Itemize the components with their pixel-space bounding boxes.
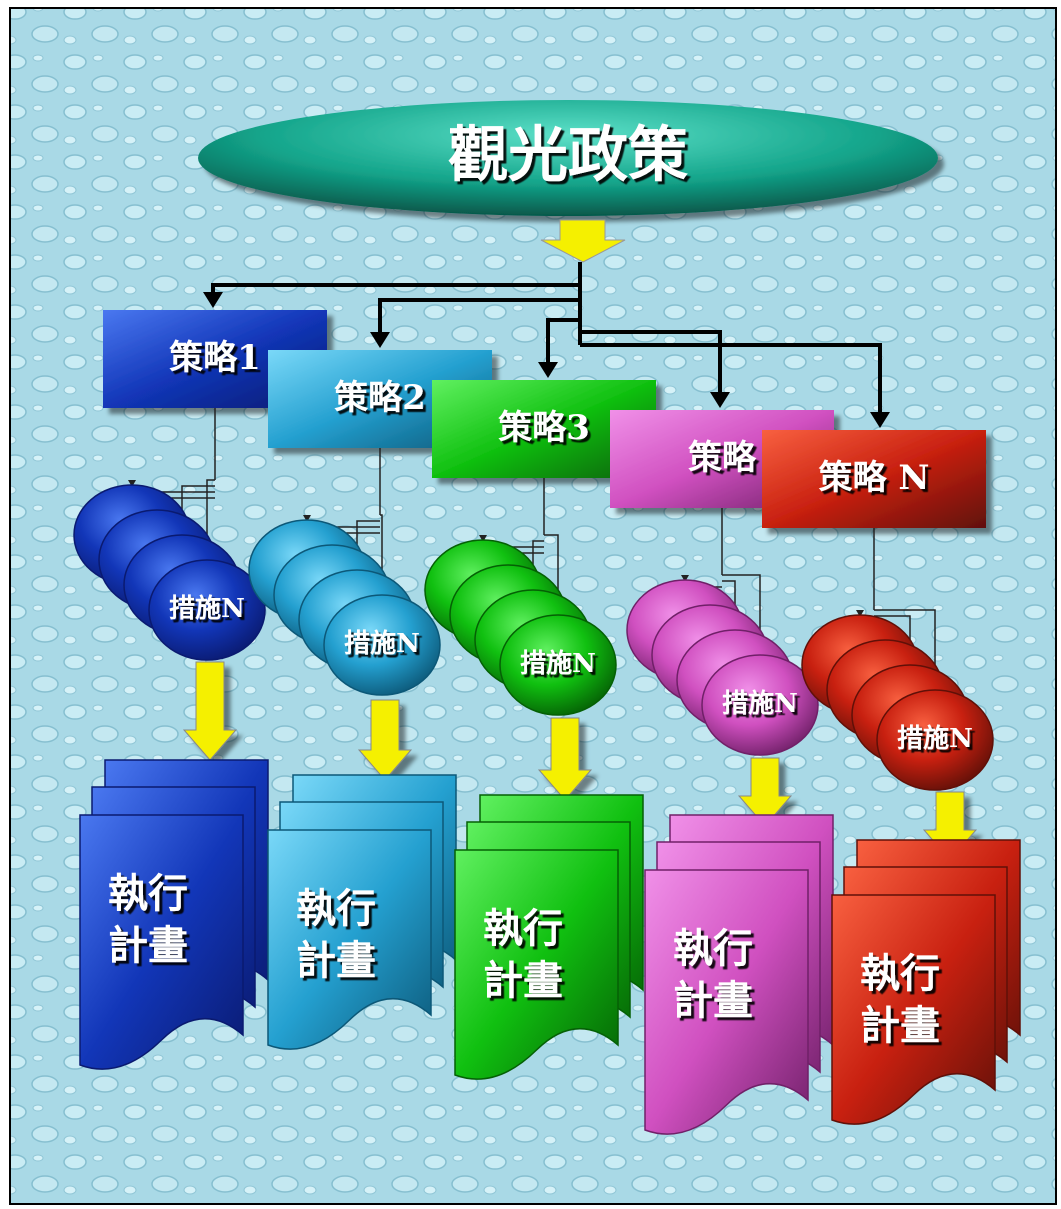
arrow-head [870,412,890,428]
title-ellipse [198,100,938,216]
measure-label: 措施N [344,628,420,659]
arrow-head [303,515,311,522]
plan-document [454,849,619,1080]
plan-document [644,869,809,1135]
plan-document [831,894,996,1125]
arrow-head [710,392,730,408]
plan-label: 執行 [108,870,188,917]
plan-document [79,814,244,1070]
plan-label: 計畫 [860,1002,940,1049]
strategy-box [762,430,986,528]
connector [580,343,882,416]
measure-ellipse [701,654,819,756]
plan-arrow [357,699,413,781]
connector [580,330,722,396]
plan-label: 計畫 [296,937,376,984]
title-arrow [540,219,626,263]
plan-document [267,829,432,1050]
arrow-head [538,362,558,378]
plan-label: 執行 [483,905,563,952]
strategy-label: 策略2 [334,378,426,418]
arrow-head [203,292,223,308]
measure-ellipse [148,559,266,661]
arrow-head [370,332,390,348]
measure-ellipse [323,594,441,696]
measure-label: 措施N [897,723,973,754]
arrow-head [479,535,487,542]
plan-arrow [737,757,793,827]
measure-ellipse [499,614,617,716]
arrow-head [681,575,689,582]
plan-label: 計畫 [108,922,188,969]
strategy-label: 策略 N [819,458,930,498]
measure-ellipse [876,689,994,791]
arrow-head [128,480,136,487]
plan-label: 計畫 [673,977,753,1024]
plan-label: 執行 [673,925,753,972]
strategy-label: 策略1 [169,338,261,378]
connector [378,298,580,336]
plan-label: 計畫 [483,957,563,1004]
measure-label: 措施N [520,648,596,679]
strategy-label: 策略 [688,438,757,478]
arrow-head [856,610,864,617]
plan-label: 執行 [296,885,376,932]
title: 觀光政策 [448,121,688,191]
measure-label: 措施N [722,688,798,719]
measure-label: 措施N [169,593,245,624]
plan-arrow [537,717,593,801]
strategy-label: 策略3 [498,408,590,448]
plan-arrow [182,661,238,761]
connector [546,318,580,366]
plan-label: 執行 [860,950,940,997]
